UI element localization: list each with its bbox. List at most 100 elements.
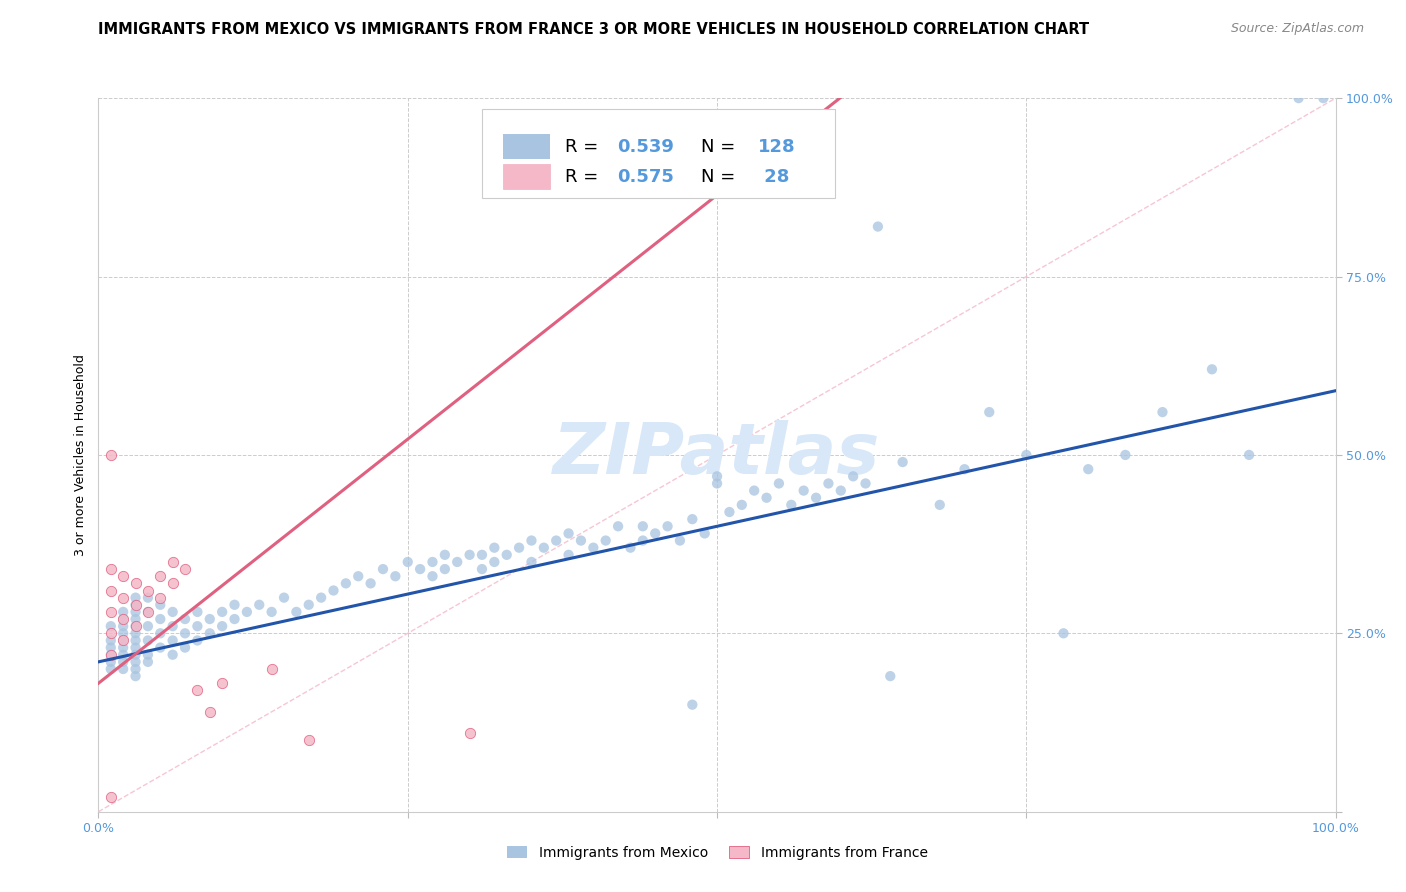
Point	[446, 555, 468, 569]
Point	[582, 541, 605, 555]
Point	[595, 533, 617, 548]
Point	[100, 648, 122, 662]
Point	[433, 562, 456, 576]
Point	[198, 626, 221, 640]
Point	[124, 669, 146, 683]
Point	[100, 633, 122, 648]
Point	[471, 548, 494, 562]
Point	[149, 591, 172, 605]
Point	[644, 526, 666, 541]
Point	[422, 555, 444, 569]
Point	[124, 576, 146, 591]
Point	[100, 648, 122, 662]
Point	[211, 605, 233, 619]
Point	[793, 483, 815, 498]
Point	[830, 483, 852, 498]
Legend: Immigrants from Mexico, Immigrants from France: Immigrants from Mexico, Immigrants from …	[501, 840, 934, 865]
Point	[162, 555, 184, 569]
Point	[1114, 448, 1136, 462]
Point	[149, 569, 172, 583]
Point	[471, 562, 494, 576]
Point	[112, 619, 135, 633]
Point	[669, 533, 692, 548]
Point	[928, 498, 950, 512]
Point	[124, 598, 146, 612]
Point	[149, 626, 172, 640]
Point	[409, 562, 432, 576]
Point	[1052, 626, 1074, 640]
Point	[124, 662, 146, 676]
Point	[1201, 362, 1223, 376]
Point	[136, 619, 159, 633]
Point	[162, 605, 184, 619]
Point	[953, 462, 976, 476]
Point	[124, 605, 146, 619]
Point	[100, 790, 122, 805]
Point	[533, 541, 555, 555]
Point	[112, 612, 135, 626]
Point	[162, 648, 184, 662]
Point	[979, 405, 1001, 419]
FancyBboxPatch shape	[503, 134, 550, 159]
Point	[100, 562, 122, 576]
Point	[335, 576, 357, 591]
Point	[384, 569, 406, 583]
Point	[309, 591, 332, 605]
Point	[298, 598, 321, 612]
Text: IMMIGRANTS FROM MEXICO VS IMMIGRANTS FROM FRANCE 3 OR MORE VEHICLES IN HOUSEHOLD: IMMIGRANTS FROM MEXICO VS IMMIGRANTS FRO…	[98, 22, 1090, 37]
Point	[124, 591, 146, 605]
Point	[842, 469, 865, 483]
Point	[112, 626, 135, 640]
FancyBboxPatch shape	[503, 164, 550, 189]
Point	[1288, 91, 1310, 105]
Point	[124, 648, 146, 662]
Point	[211, 619, 233, 633]
Point	[681, 512, 703, 526]
Point	[879, 669, 901, 683]
Point	[508, 541, 530, 555]
Point	[186, 683, 208, 698]
Point	[149, 640, 172, 655]
Point	[693, 526, 716, 541]
Point	[458, 726, 481, 740]
Point	[718, 505, 741, 519]
Point	[112, 655, 135, 669]
Point	[112, 605, 135, 619]
Point	[100, 583, 122, 598]
Point	[124, 619, 146, 633]
Point	[100, 626, 122, 640]
Point	[631, 533, 654, 548]
Point	[149, 598, 172, 612]
Point	[112, 569, 135, 583]
Point	[546, 533, 568, 548]
Point	[742, 483, 765, 498]
Point	[100, 662, 122, 676]
Point	[112, 591, 135, 605]
Point	[112, 633, 135, 648]
Text: R =: R =	[565, 169, 603, 186]
Point	[247, 598, 270, 612]
Point	[136, 605, 159, 619]
Point	[260, 662, 283, 676]
Point	[236, 605, 259, 619]
Text: Source: ZipAtlas.com: Source: ZipAtlas.com	[1230, 22, 1364, 36]
Point	[162, 633, 184, 648]
Point	[211, 676, 233, 690]
Point	[124, 626, 146, 640]
Point	[657, 519, 679, 533]
Point	[285, 605, 308, 619]
Point	[458, 548, 481, 562]
Point	[768, 476, 790, 491]
Point	[706, 469, 728, 483]
Point	[619, 541, 641, 555]
Point	[174, 626, 197, 640]
Point	[186, 605, 208, 619]
Point	[124, 598, 146, 612]
Point	[112, 633, 135, 648]
Point	[298, 733, 321, 747]
Point	[124, 612, 146, 626]
Point	[273, 591, 295, 605]
Point	[731, 498, 754, 512]
Point	[866, 219, 889, 234]
Point	[124, 655, 146, 669]
